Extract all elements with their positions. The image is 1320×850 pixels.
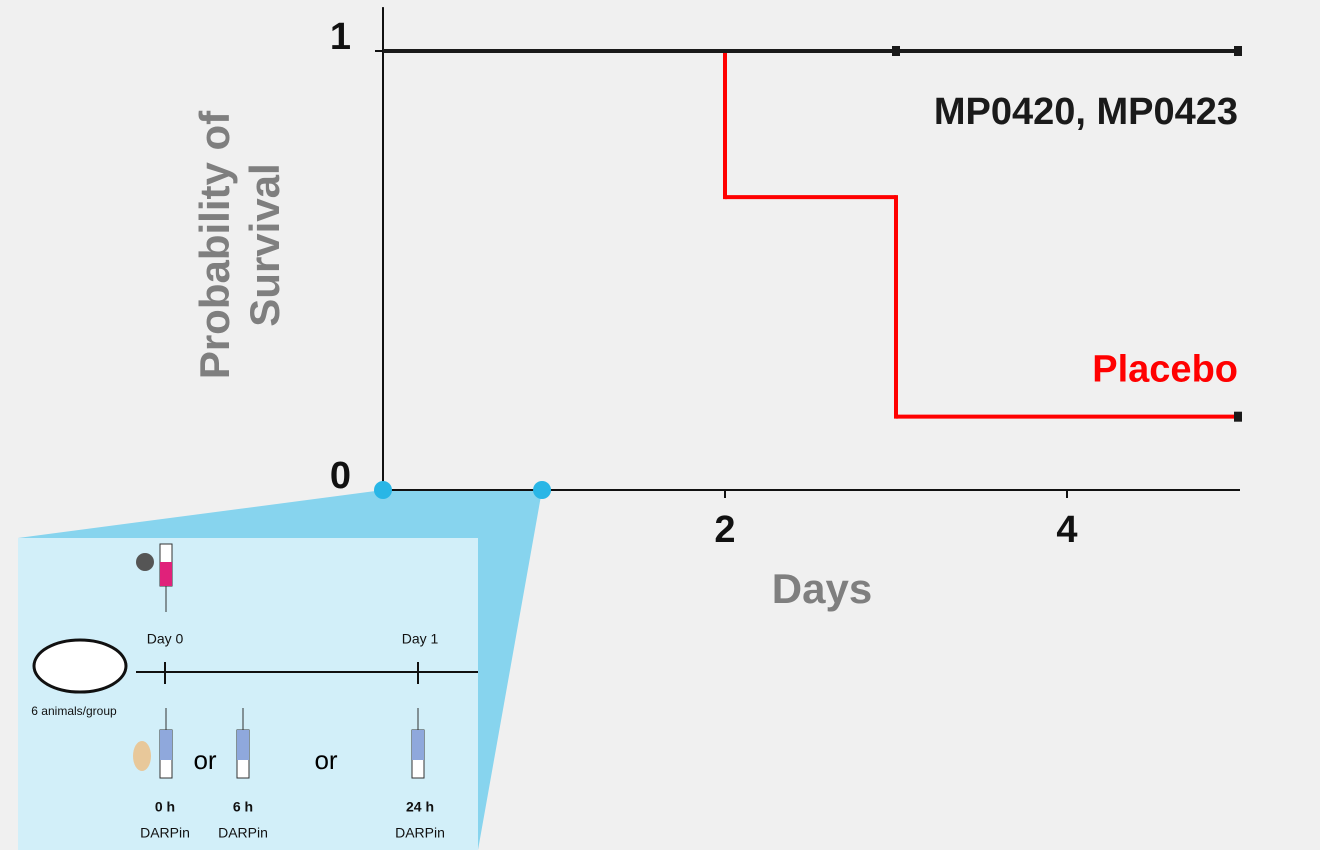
censor-mark bbox=[1234, 412, 1242, 422]
censor-mark bbox=[1234, 46, 1242, 56]
inset: Day 0 Day 1 6 animals/group or or 0 h 6 … bbox=[18, 490, 542, 850]
series-label: Placebo bbox=[1092, 349, 1238, 391]
treatment-label: DARPin bbox=[218, 825, 268, 841]
virus-icon bbox=[136, 553, 154, 571]
time-label: 6 h bbox=[233, 799, 253, 815]
time-label: 24 h bbox=[406, 799, 434, 815]
treatment-label: DARPin bbox=[395, 825, 445, 841]
day-label: Day 0 bbox=[147, 631, 184, 647]
chart: Day 0 Day 1 6 animals/group or or 0 h 6 … bbox=[0, 0, 1320, 850]
y-axis-title: Probability of bbox=[191, 110, 238, 379]
x-tick-label: 2 bbox=[714, 509, 735, 551]
cell-icon bbox=[133, 741, 151, 771]
y-tick-label: 0 bbox=[330, 455, 351, 497]
y-axis-title: Survival bbox=[241, 163, 288, 326]
y-tick-label: 1 bbox=[330, 16, 351, 58]
inset-range-dot bbox=[374, 481, 392, 499]
group-label: 6 animals/group bbox=[31, 704, 117, 718]
series-label: MP0420, MP0423 bbox=[934, 91, 1238, 133]
animal-icon bbox=[34, 640, 126, 692]
x-axis-title: Days bbox=[772, 565, 872, 612]
or-label: or bbox=[193, 745, 216, 775]
censor-mark bbox=[892, 46, 900, 56]
time-label: 0 h bbox=[155, 799, 175, 815]
or-label: or bbox=[314, 745, 337, 775]
treatment-label: DARPin bbox=[140, 825, 190, 841]
x-tick-label: 4 bbox=[1056, 509, 1077, 551]
day-label: Day 1 bbox=[402, 631, 439, 647]
inset-range-dot bbox=[533, 481, 551, 499]
